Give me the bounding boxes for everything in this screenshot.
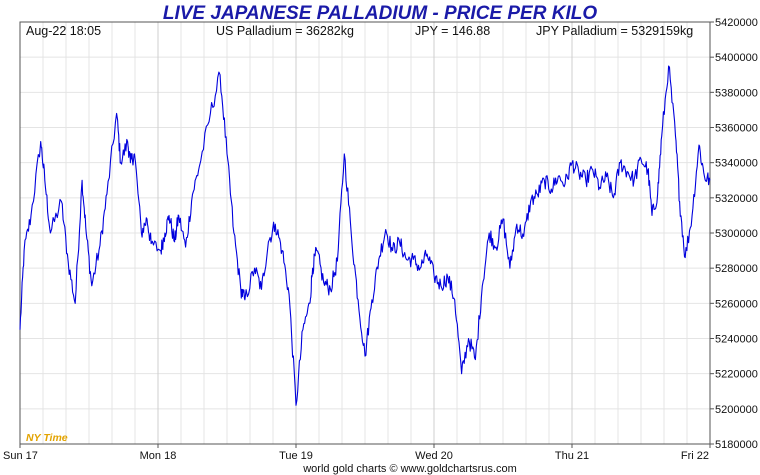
y-axis: 5180000 5200000 5220000 5240000 5260000 52800…: [710, 17, 758, 451]
timezone-label: NY Time: [26, 432, 68, 444]
y-tick-label: 5220000: [715, 369, 758, 381]
header-us-price: US Palladium = 36282kg: [216, 24, 354, 38]
chart-title: LIVE JAPANESE PALLADIUM - PRICE PER KILO: [163, 3, 597, 24]
x-tick-label: Fri 22: [681, 450, 709, 462]
y-tick-label: 5400000: [715, 52, 758, 64]
y-tick-label: 5340000: [715, 158, 758, 170]
y-tick-label: 5300000: [715, 228, 758, 240]
price-series-line: [19, 65, 711, 406]
header-timestamp: Aug-22 18:05: [26, 24, 101, 38]
x-tick-label: Mon 18: [140, 450, 177, 462]
y-tick-label: 5240000: [715, 334, 758, 346]
y-tick-label: 5260000: [715, 298, 758, 310]
y-tick-label: 5420000: [715, 17, 758, 29]
y-tick-label: 5180000: [715, 439, 758, 451]
footer-credit: world gold charts © www.goldchartsrus.co…: [302, 463, 517, 475]
y-tick-label: 5320000: [715, 193, 758, 205]
y-tick-label: 5200000: [715, 404, 758, 416]
y-tick-label: 5360000: [715, 123, 758, 135]
header-local-price: JPY Palladium = 5329159kg: [536, 24, 693, 38]
x-tick-label: Thu 21: [555, 450, 589, 462]
x-tick-label: Tue 19: [279, 450, 313, 462]
x-axis: Sun 17 Mon 18 Tue 19 Wed 20 Thu 21 Fri 22: [3, 444, 711, 462]
series-layer: [19, 65, 711, 406]
header-fx-rate: JPY = 146.88: [415, 24, 490, 38]
y-tick-label: 5280000: [715, 263, 758, 275]
x-tick-label: Wed 20: [415, 450, 453, 462]
y-tick-label: 5380000: [715, 87, 758, 99]
x-tick-label: Sun 17: [3, 450, 38, 462]
